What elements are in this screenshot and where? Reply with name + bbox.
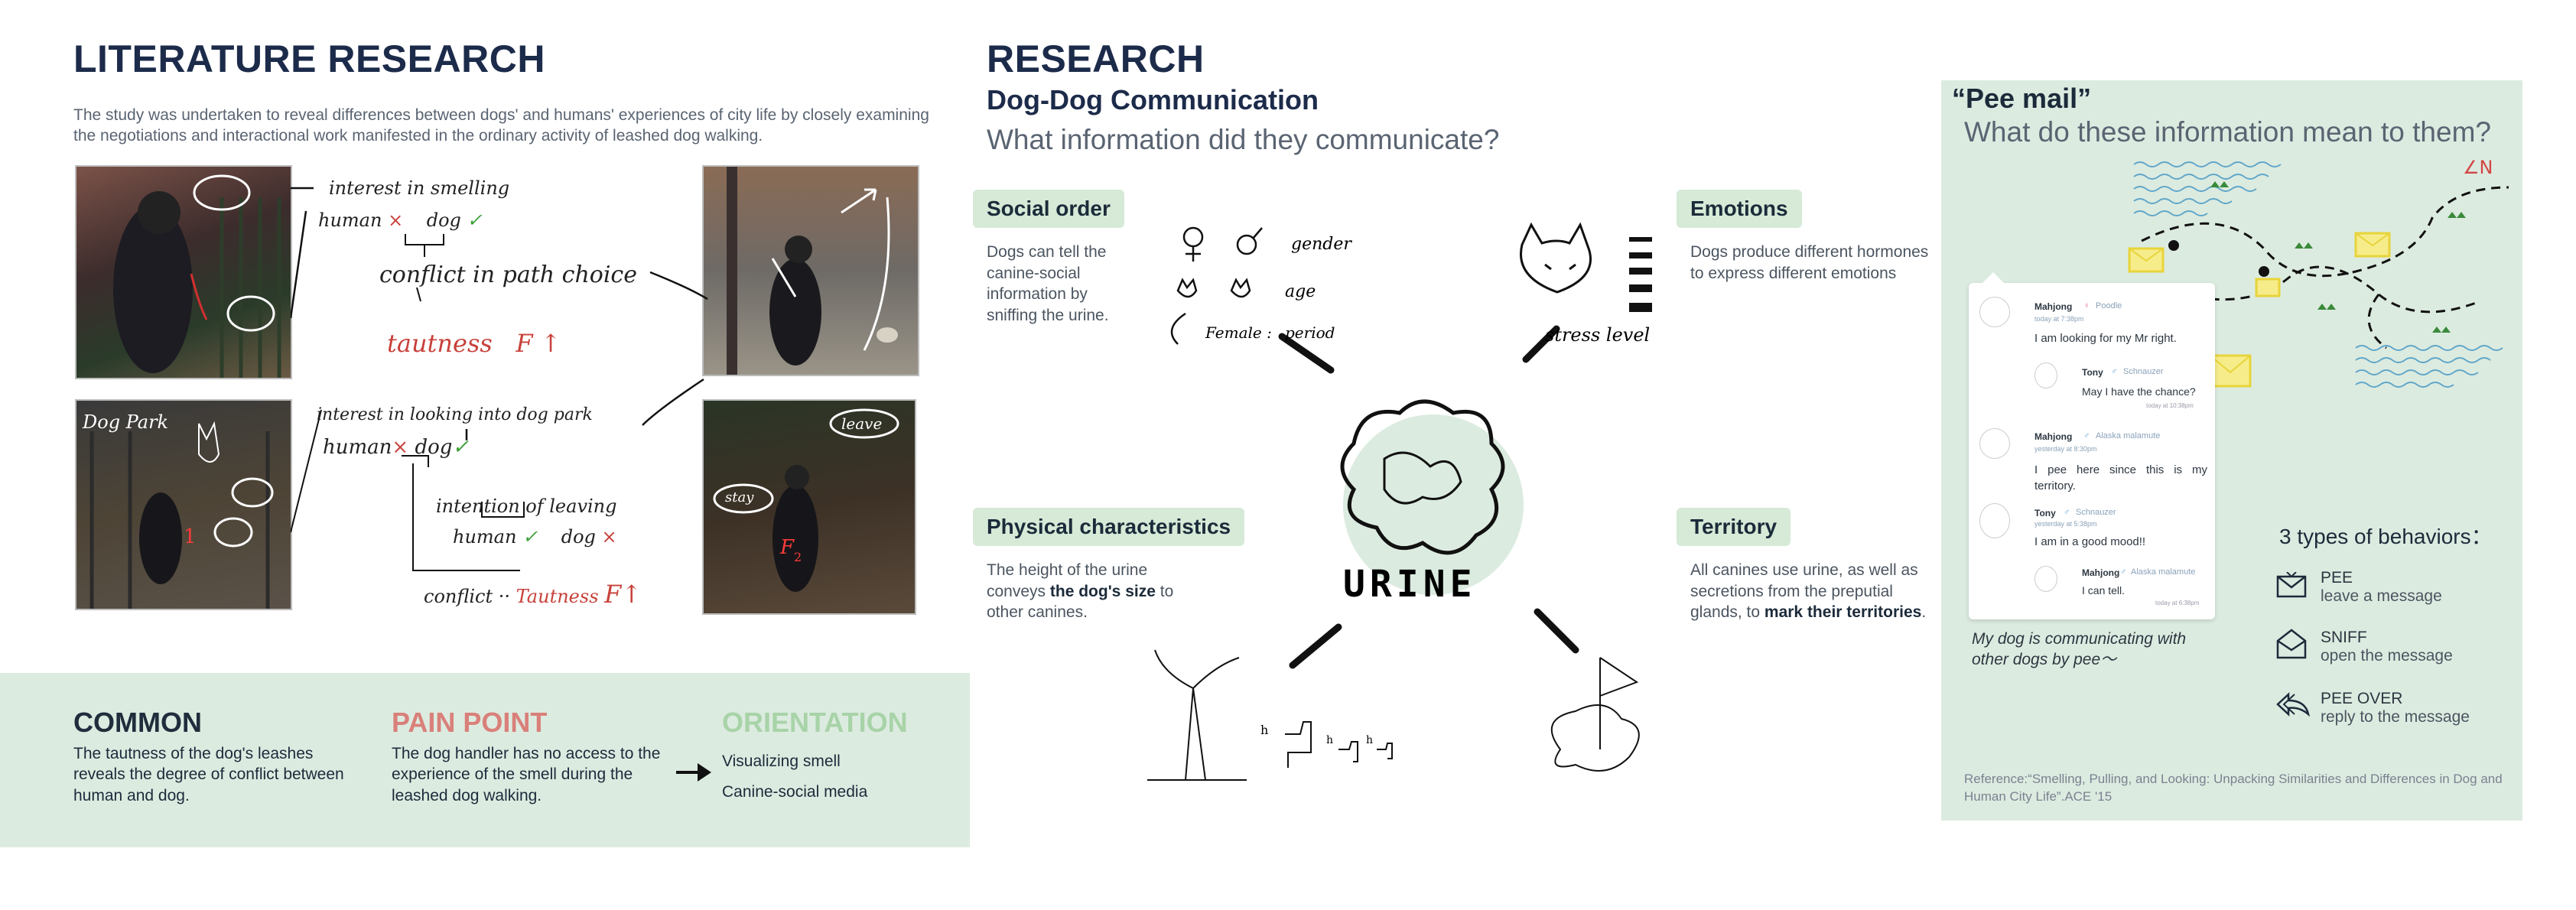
svg-text:∠N: ∠N	[2463, 157, 2493, 178]
svg-text:F: F	[779, 536, 795, 559]
reply-icon	[2276, 691, 2311, 717]
research-question: What information did they communicate?	[987, 124, 1500, 155]
chat-author: Mahjong	[2082, 567, 2120, 578]
leave-stay-photo: F 2 leave stay	[702, 399, 916, 615]
pain-point-text: The dog handler has no access to the exp…	[392, 745, 661, 804]
reference-text: Reference:“Smelling, Pulling, and Lookin…	[1964, 772, 2503, 804]
research-subtitle: Dog-Dog Communication	[987, 84, 1319, 115]
pee-mail-question: What do these information mean to them?	[1964, 116, 2491, 148]
chat-author: Mahjong	[2034, 301, 2073, 312]
avatar[interactable]	[1979, 503, 2010, 538]
svg-text:period: period	[1285, 323, 1335, 342]
sketch1-row: human × dog ✓	[318, 210, 483, 231]
avatar[interactable]	[1979, 428, 2010, 459]
svg-text:Female :: Female :	[1205, 323, 1272, 342]
social-order-pill: Social order	[973, 190, 1124, 228]
avatar[interactable]	[2034, 566, 2057, 592]
chat-author: Tony	[2082, 367, 2103, 378]
leave-label: leave	[841, 414, 883, 433]
dog-walking-photo-1	[75, 165, 292, 379]
chat-message: May I have the chance?	[2082, 385, 2196, 398]
page-title-literature: LITERATURE RESEARCH	[73, 37, 545, 80]
dog-park-photo: 1 Dog Park	[75, 399, 292, 610]
behavior-sniff-sub: open the message	[2321, 647, 2453, 665]
pee-map-sketch: ∠N	[2128, 157, 2509, 388]
orientation-item-1: Visualizing smell	[722, 752, 841, 770]
chat-author: Mahjong	[2034, 431, 2073, 442]
sketch2-row2: human ✓ dog ×	[453, 526, 617, 548]
emotions-text: Dogs produce different hormones to expre…	[1690, 243, 1929, 282]
svg-text:stress level: stress level	[1545, 324, 1650, 346]
chat-message: I pee here since this is my territory.	[2034, 463, 2207, 492]
emotions-pill: Emotions	[1677, 190, 1802, 228]
pee-mail-chat-card: Mahjong ♀ Poodle today at 7:38pm I am lo…	[1969, 272, 2215, 619]
svg-text:1: 1	[184, 525, 197, 548]
territory-pill: Territory	[1677, 508, 1791, 546]
svg-text:h: h	[1366, 734, 1373, 746]
physical-characteristics-text: The height of the urine conveys the dog'…	[987, 561, 1174, 622]
avatar[interactable]	[1979, 297, 2010, 327]
chat-message: I am in a good mood!!	[2034, 535, 2146, 548]
sketch2-interest: interest in looking into dog park	[317, 405, 593, 424]
literature-intro: The study was undertaken to reveal diffe…	[73, 106, 929, 145]
pain-point-title: PAIN POINT	[392, 707, 548, 738]
sketch2-row: human× dog✓	[323, 436, 470, 459]
envelope-icon	[2276, 571, 2307, 598]
behavior-sniff-title: SNIFF	[2321, 629, 2367, 646]
behavior-pee-over-sub: reply to the message	[2321, 708, 2470, 726]
svg-text:URINE: URINE	[1343, 563, 1477, 606]
analysis-sketch-lines	[291, 187, 708, 571]
svg-text:h: h	[1260, 723, 1268, 737]
insights-panel	[0, 673, 970, 847]
chat-message: I am looking for my Mr right.	[2034, 332, 2177, 345]
urine-diagram: gender age Female : period stress level …	[1147, 222, 1652, 781]
sketch1-interest: interest in smelling	[329, 177, 510, 199]
avatar[interactable]	[2034, 362, 2057, 388]
social-order-text: Dogs can tell the canine-social informat…	[987, 243, 1109, 325]
behavior-pee-over-title: PEE OVER	[2321, 690, 2403, 707]
dog-walking-photo-2	[702, 165, 919, 376]
stay-label: stay	[725, 489, 754, 505]
pee-mail-title: “Pee mail”	[1952, 83, 2092, 114]
common-title: COMMON	[73, 707, 202, 738]
territory-text: All canines use urine, as well as secret…	[1690, 561, 1927, 622]
dog-park-label: Dog Park	[83, 411, 169, 433]
open-envelope-icon	[2276, 629, 2307, 659]
behaviors-title: 3 types of behaviors：	[2279, 525, 2493, 548]
orientation-item-2: Canine-social media	[722, 783, 868, 801]
orientation-title: ORIENTATION	[722, 707, 908, 738]
chat-caption: My dog is communicating with other dogs …	[1972, 630, 2187, 669]
behavior-pee-title: PEE	[2321, 569, 2353, 587]
chat-message: I can tell.	[2082, 584, 2126, 596]
svg-text:age: age	[1285, 282, 1316, 301]
page-title-research: RESEARCH	[987, 37, 1205, 80]
sketch2-conflict: conflict ·· Tautness F↑	[424, 580, 642, 609]
physical-characteristics-pill: Physical characteristics	[973, 508, 1245, 546]
sketch1-tautness: tautness F ↑	[387, 329, 561, 358]
behavior-pee-sub: leave a message	[2321, 587, 2442, 605]
svg-text:h: h	[1326, 734, 1333, 746]
chat-author: Tony	[2034, 508, 2056, 518]
svg-text:gender: gender	[1291, 235, 1352, 254]
sketch2-intention: intention of leaving	[436, 496, 617, 517]
sketch1-conflict: conflict in path choice	[379, 262, 637, 288]
svg-text:2: 2	[794, 550, 802, 564]
arrow-right-icon	[676, 762, 711, 783]
common-text: The tautness of the dog's leashes reveal…	[73, 745, 344, 804]
